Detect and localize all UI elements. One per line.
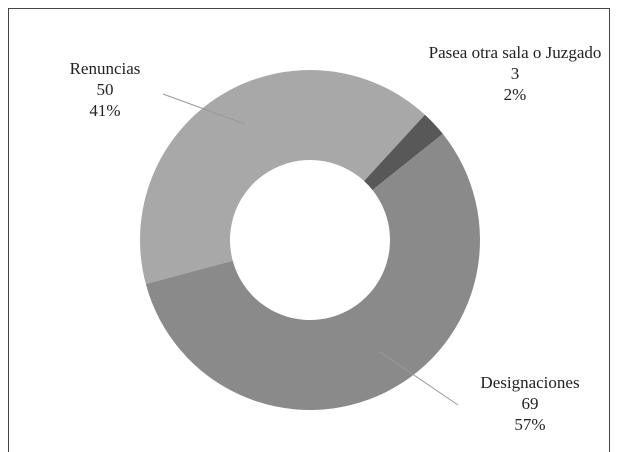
label-line: Pasea otra sala o Juzgado bbox=[428, 43, 602, 62]
label-line: 69 bbox=[521, 394, 539, 413]
data-label: Designaciones 69 57% bbox=[440, 372, 619, 435]
donut-slice bbox=[364, 114, 443, 191]
label-line: 41% bbox=[89, 101, 121, 120]
leader-line bbox=[379, 351, 459, 406]
label-line: Designaciones bbox=[480, 373, 580, 392]
donut-slice bbox=[140, 69, 425, 284]
data-label: Renuncias 50 41% bbox=[50, 58, 160, 121]
label-line: Renuncias bbox=[69, 59, 141, 78]
frame bbox=[8, 8, 610, 452]
label-line: 50 bbox=[96, 80, 114, 99]
data-label: Pasea otra sala o Juzgado 3 2% bbox=[425, 42, 605, 105]
donut-slice bbox=[145, 133, 480, 410]
label-line: 57% bbox=[514, 415, 546, 434]
label-line: 2% bbox=[503, 85, 527, 104]
leader-line bbox=[162, 93, 246, 125]
label-line: 3 bbox=[510, 64, 520, 83]
